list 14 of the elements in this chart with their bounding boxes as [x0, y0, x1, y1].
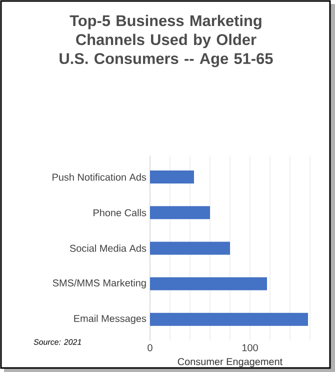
- y-tick-label: Social Media Ads: [70, 244, 146, 252]
- bar: [150, 206, 210, 220]
- bar: [150, 277, 267, 290]
- x-axis-title: Consumer Engagement: [178, 358, 283, 368]
- y-tick-label: Push Notification Ads: [52, 173, 146, 181]
- x-tick-label: 0: [148, 344, 152, 352]
- x-tick-label: 100: [242, 344, 258, 352]
- bar: [150, 312, 308, 326]
- y-tick-label: Phone Calls: [94, 208, 146, 216]
- bar: [150, 242, 230, 255]
- bar: [150, 170, 194, 184]
- y-tick-label: Email Messages: [74, 314, 146, 324]
- y-tick-label: SMS/MMS Marketing: [52, 279, 146, 288]
- chart-title: Top-5 Business Marketing Channels Used by Older U.S. Consumers -- Age 51-65: [60, 14, 273, 68]
